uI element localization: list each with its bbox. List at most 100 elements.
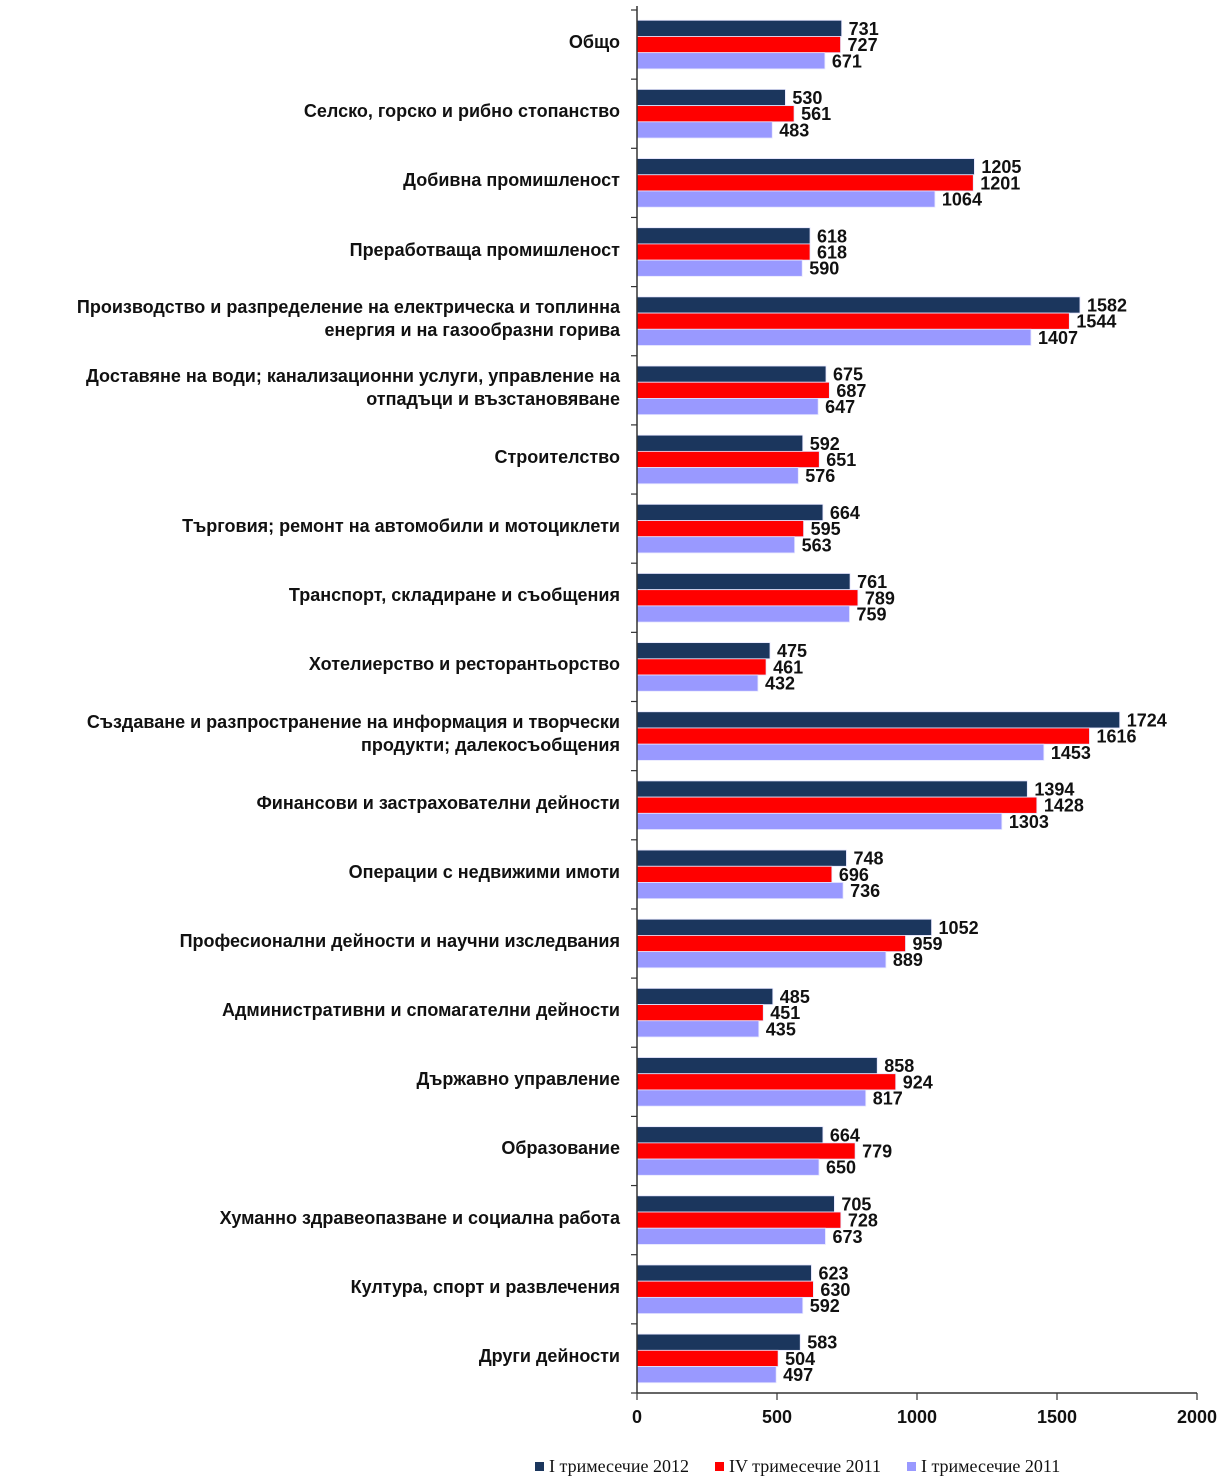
- bar-s3-c4: [636, 259, 803, 277]
- data-label-s3-c16: 817: [873, 1089, 903, 1109]
- bar-s3-c6: [636, 398, 819, 416]
- bar-s1-c14: [636, 918, 932, 936]
- bar-s2-c18: [636, 1211, 842, 1229]
- data-label-s1-c10: 475: [777, 641, 807, 661]
- data-label-s2-c18: 728: [848, 1211, 878, 1231]
- data-label-s3-c2: 483: [779, 120, 809, 140]
- bar-s1-c7: [636, 434, 804, 452]
- data-label-s2-c12: 1428: [1044, 796, 1084, 816]
- bar-s2-c17: [636, 1142, 856, 1160]
- legend-swatch-series-2: [714, 1461, 724, 1471]
- category-label-6: Доставяне на води; канализационни услуги…: [86, 366, 620, 410]
- x-tick-label-1: 0: [632, 1407, 642, 1427]
- bar-s1-c10: [636, 642, 771, 660]
- data-label-s3-c4: 590: [809, 259, 839, 279]
- data-label-s1-c17: 664: [830, 1125, 860, 1145]
- bar-s1-c20: [636, 1333, 801, 1351]
- data-label-s2-c14: 959: [913, 934, 943, 954]
- category-label-1: Общо: [568, 32, 620, 53]
- data-label-s3-c12: 1303: [1009, 812, 1049, 832]
- data-label-s2-c9: 789: [865, 588, 895, 608]
- bar-s3-c1: [636, 52, 826, 70]
- bar-s3-c12: [636, 812, 1003, 830]
- bar-s1-c5: [636, 296, 1081, 314]
- data-label-s2-c1: 727: [848, 35, 878, 55]
- data-label-s2-c20: 504: [785, 1349, 815, 1369]
- category-label-12: Финансови и застрахователни дейности: [256, 792, 620, 813]
- category-label-20: Други дейности: [478, 1345, 620, 1366]
- x-tick-label-4: 1500: [1037, 1407, 1077, 1427]
- data-label-s2-c17: 779: [862, 1141, 892, 1161]
- data-label-s1-c6: 675: [833, 365, 863, 385]
- bar-s1-c8: [636, 503, 824, 521]
- bar-s3-c19: [636, 1296, 804, 1314]
- category-label-11: Създаване и разпространение на информаци…: [86, 712, 620, 756]
- bar-s1-c11: [636, 711, 1121, 729]
- bar-s1-c15: [636, 987, 774, 1005]
- bar-s1-c1: [636, 19, 843, 37]
- data-label-s2-c8: 595: [811, 519, 841, 539]
- data-label-s1-c5: 1582: [1087, 295, 1127, 315]
- data-label-s2-c15: 451: [770, 1003, 800, 1023]
- bar-s3-c20: [636, 1366, 777, 1384]
- data-label-s1-c16: 858: [884, 1056, 914, 1076]
- data-label-s1-c7: 592: [810, 434, 840, 454]
- bar-s2-c19: [636, 1280, 814, 1298]
- data-label-s1-c2: 530: [792, 88, 822, 108]
- data-label-s3-c17: 650: [826, 1158, 856, 1178]
- category-label-16: Държавно управление: [416, 1069, 620, 1090]
- bar-s1-c6: [636, 365, 827, 383]
- category-label-13: Операции с недвижими имоти: [348, 861, 620, 882]
- category-label-3: Добивна промишленост: [403, 170, 620, 191]
- category-label-14: Професионални дейности и научни изследва…: [179, 931, 620, 952]
- legend-item-series-2: IV тримесечие 2011: [714, 1456, 881, 1477]
- bar-s3-c11: [636, 743, 1045, 761]
- data-label-s1-c11: 1724: [1127, 710, 1167, 730]
- bar-s3-c5: [636, 328, 1032, 346]
- legend: I тримесечие 2012 IV тримесечие 2011 I т…: [535, 1455, 1060, 1477]
- bar-s2-c10: [636, 658, 767, 676]
- data-label-s2-c5: 1544: [1076, 312, 1116, 332]
- category-label-17: Образование: [501, 1138, 620, 1159]
- category-label-9: Транспорт, складиране и съобщения: [288, 585, 620, 606]
- bar-s1-c3: [636, 158, 975, 176]
- legend-label-series-3: I тримесечие 2011: [920, 1455, 1061, 1476]
- bar-s1-c2: [636, 89, 786, 107]
- data-label-s3-c11: 1453: [1051, 743, 1091, 763]
- data-label-s2-c19: 630: [820, 1280, 850, 1300]
- data-label-s3-c7: 576: [805, 466, 835, 486]
- legend-label-series-1: I тримесечие 2012: [549, 1455, 689, 1476]
- bar-s1-c18: [636, 1195, 835, 1213]
- bar-s2-c6: [636, 381, 830, 399]
- bar-s2-c5: [636, 312, 1070, 330]
- data-label-s3-c10: 432: [765, 674, 795, 694]
- data-label-s1-c1: 731: [849, 19, 879, 39]
- data-label-s1-c18: 705: [841, 1194, 871, 1214]
- data-label-s2-c6: 687: [836, 381, 866, 401]
- bar-s3-c15: [636, 1020, 760, 1038]
- bar-s3-c16: [636, 1089, 867, 1107]
- legend-item-series-1: I тримесечие 2012: [535, 1456, 689, 1477]
- data-label-s1-c8: 664: [830, 503, 860, 523]
- bar-s2-c1: [636, 36, 841, 54]
- bar-s3-c13: [636, 882, 844, 900]
- bar-s2-c11: [636, 727, 1090, 745]
- bar-s3-c3: [636, 190, 936, 208]
- legend-swatch-series-1: [535, 1461, 544, 1471]
- data-label-s2-c16: 924: [903, 1072, 933, 1092]
- bar-s3-c2: [636, 121, 773, 139]
- bar-s1-c12: [636, 780, 1028, 798]
- legend-swatch-series-3: [906, 1461, 916, 1471]
- bar-s2-c2: [636, 105, 795, 123]
- data-label-s3-c9: 759: [857, 604, 887, 624]
- data-label-s1-c14: 1052: [939, 918, 979, 938]
- bar-s2-c13: [636, 865, 833, 883]
- bar-s2-c7: [636, 450, 820, 468]
- data-label-s1-c3: 1205: [981, 157, 1021, 177]
- bar-s2-c15: [636, 1004, 764, 1022]
- data-label-s3-c19: 592: [810, 1296, 840, 1316]
- bar-s3-c8: [636, 536, 796, 554]
- bar-s2-c3: [636, 174, 974, 192]
- bar-s1-c9: [636, 573, 851, 591]
